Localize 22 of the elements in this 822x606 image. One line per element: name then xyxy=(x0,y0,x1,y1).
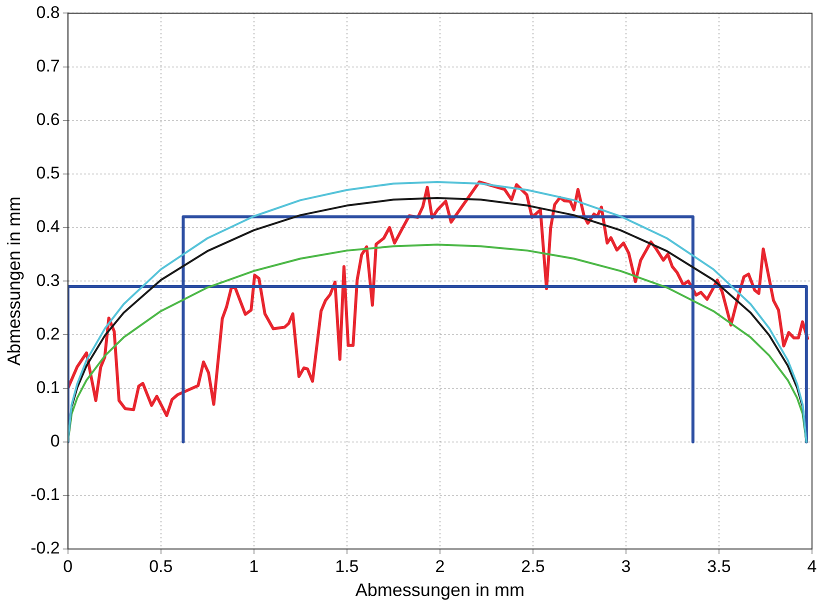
x-tick-label: 4 xyxy=(807,556,817,576)
y-tick-label: -0.2 xyxy=(30,538,60,558)
y-tick-label: 0.7 xyxy=(36,56,60,76)
y-tick-label: 0.2 xyxy=(36,324,60,344)
x-tick-label: 2.5 xyxy=(521,556,545,576)
x-tick-label: 2 xyxy=(435,556,445,576)
y-tick-label: 0.6 xyxy=(36,110,60,130)
x-tick-label: 1.5 xyxy=(335,556,359,576)
x-tick-label: 3.5 xyxy=(707,556,731,576)
y-tick-label: 0 xyxy=(50,432,60,451)
y-tick-label: -0.1 xyxy=(30,485,60,504)
x-tick-label: 0 xyxy=(63,556,73,576)
x-axis-title: Abmessungen in mm xyxy=(355,580,524,600)
y-tick-label: 0.3 xyxy=(36,270,60,290)
x-tick-label: 1 xyxy=(249,556,259,576)
y-axis-title: Abmessungen in mm xyxy=(4,196,24,366)
y-tick-label: 0.1 xyxy=(36,378,60,397)
y-tick-label: 0.4 xyxy=(36,217,60,236)
x-tick-label: 3 xyxy=(621,556,631,576)
y-tick-label: 0.5 xyxy=(36,164,60,183)
x-tick-label: 0.5 xyxy=(149,556,173,576)
y-tick-label: 0.8 xyxy=(36,2,60,22)
